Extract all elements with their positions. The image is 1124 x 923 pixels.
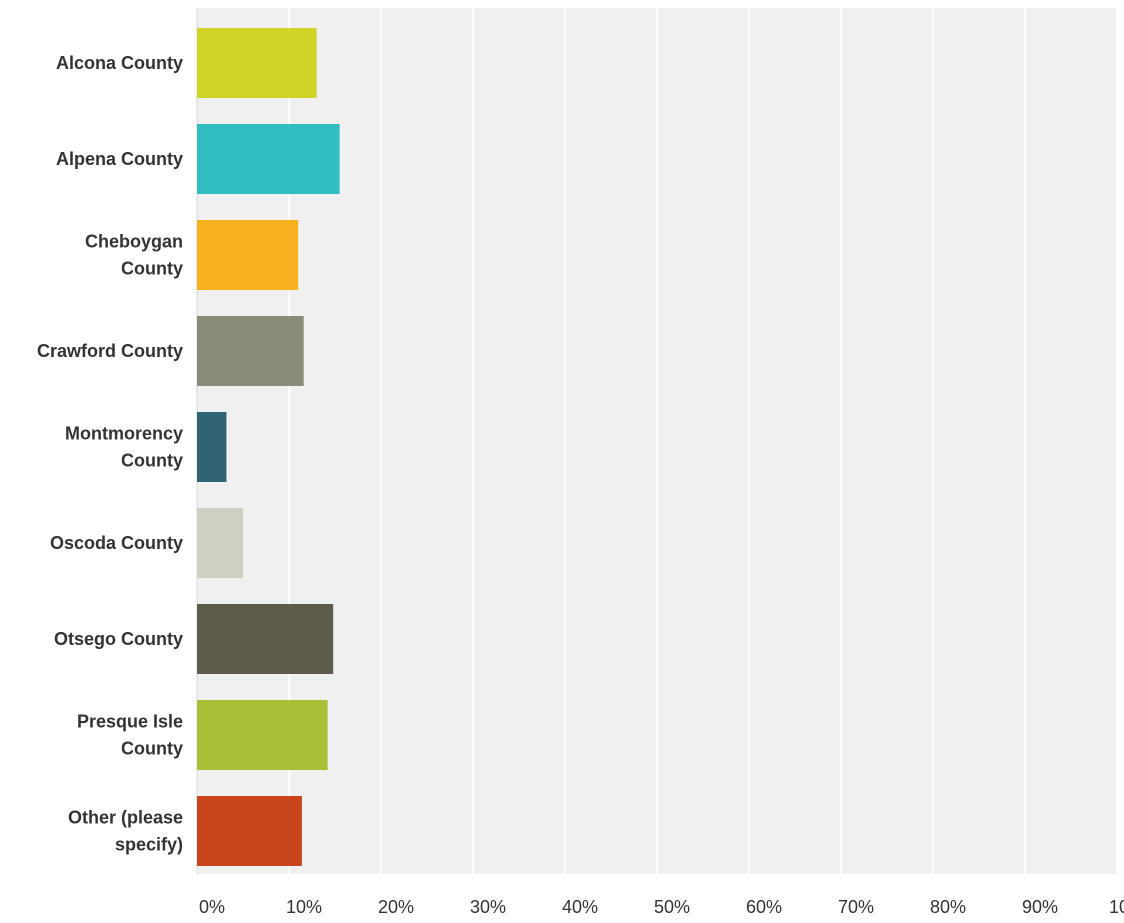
bar [197, 604, 334, 674]
x-tick-label: 90% [1022, 897, 1058, 917]
bar [197, 796, 302, 866]
category-label: Cheboygan County [85, 232, 183, 279]
category-label: Alpena County [56, 149, 183, 169]
bar [197, 220, 299, 290]
bar [197, 508, 243, 578]
category-labels: Alcona County Alpena County Cheboygan Count… [37, 53, 183, 855]
bar [197, 700, 328, 770]
bar [197, 412, 227, 482]
x-tick-label: 0% [199, 897, 225, 917]
category-label: Alcona County [56, 53, 183, 73]
bar [197, 28, 317, 98]
x-tick-label: 10% [286, 897, 322, 917]
category-label: Otsego County [54, 629, 183, 649]
bar [197, 124, 340, 194]
x-axis-tick-labels: 0% 10% 20% 30% 40% 50% 60% 70% 80% 90% 100% [199, 897, 1124, 917]
x-tick-label: 60% [746, 897, 782, 917]
category-label: Montmorency County [65, 424, 183, 471]
bar [197, 316, 304, 386]
x-tick-label: 80% [930, 897, 966, 917]
category-label: Crawford County [37, 341, 183, 361]
category-label: Other (please specify) [68, 808, 183, 855]
x-tick-label: 50% [654, 897, 690, 917]
x-tick-label: 100% [1109, 897, 1124, 917]
x-tick-label: 70% [838, 897, 874, 917]
bars [197, 28, 340, 866]
category-label: Oscoda County [50, 533, 183, 553]
x-tick-label: 30% [470, 897, 506, 917]
x-tick-label: 20% [378, 897, 414, 917]
x-tick-label: 40% [562, 897, 598, 917]
category-label: Presque Isle County [77, 712, 183, 759]
